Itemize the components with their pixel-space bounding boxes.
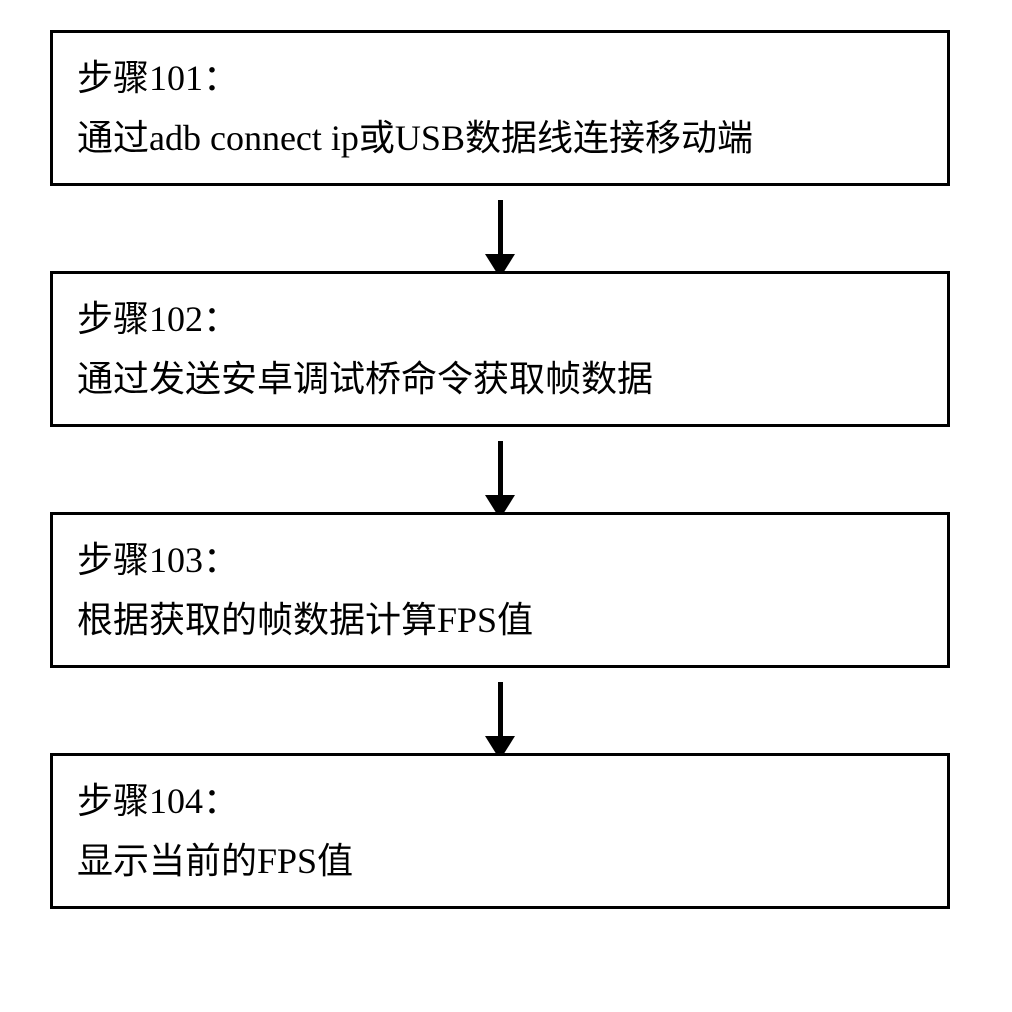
step-label: 步骤101： (77, 51, 923, 105)
arrow-down-icon (498, 441, 503, 499)
arrow-container (50, 668, 950, 753)
arrow-down-icon (498, 200, 503, 258)
flowchart-node-step1: 步骤101： 通过adb connect ip或USB数据线连接移动端 (50, 30, 950, 186)
flowchart-node-step3: 步骤103： 根据获取的帧数据计算FPS值 (50, 512, 950, 668)
flowchart-container: 步骤101： 通过adb connect ip或USB数据线连接移动端 步骤10… (50, 30, 962, 909)
step-content: 根据获取的帧数据计算FPS值 (77, 593, 923, 647)
flowchart-node-step4: 步骤104： 显示当前的FPS值 (50, 753, 950, 909)
step-label: 步骤103： (77, 533, 923, 587)
step-content: 显示当前的FPS值 (77, 834, 923, 888)
arrow-container (50, 186, 950, 271)
flowchart-node-step2: 步骤102： 通过发送安卓调试桥命令获取帧数据 (50, 271, 950, 427)
arrow-container (50, 427, 950, 512)
step-content: 通过发送安卓调试桥命令获取帧数据 (77, 352, 923, 406)
arrow-down-icon (498, 682, 503, 740)
step-label: 步骤102： (77, 292, 923, 346)
step-content: 通过adb connect ip或USB数据线连接移动端 (77, 111, 923, 165)
step-label: 步骤104： (77, 774, 923, 828)
